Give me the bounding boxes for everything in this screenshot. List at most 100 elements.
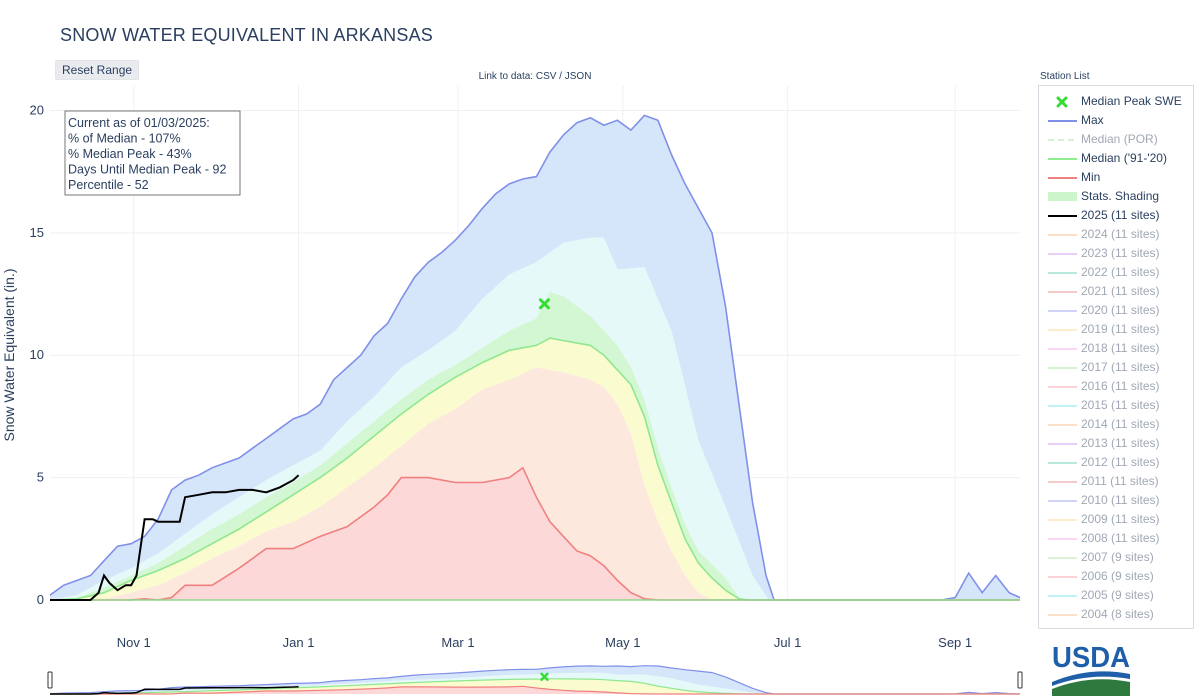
legend-item[interactable]: 2005 (9 sites) [1039,586,1193,605]
legend-item[interactable]: 2023 (11 sites) [1039,244,1193,263]
annotation-line: Current as of 01/03/2025: [68,116,210,130]
legend-label: 2007 (9 sites) [1081,550,1154,564]
legend-item[interactable]: 2010 (11 sites) [1039,491,1193,510]
slider-band-max [50,665,1020,694]
usda-logo-swoosh-lower [1052,679,1130,696]
axis-ticks: 0 5 10 15 20 Nov 1 Jan 1 Mar 1 May 1 Jul 1 Sep 1 [30,102,973,650]
band-max-90 [50,115,1020,601]
y-tick-label: 10 [30,347,44,362]
legend-symbol [1048,310,1077,312]
legend-item[interactable]: Median (POR) [1039,130,1193,149]
data-link-prefix: Link to data: [478,71,536,82]
x-tick-label: Sep 1 [938,635,972,650]
current-year-line [50,474,300,601]
legend-item[interactable]: 2013 (11 sites) [1039,434,1193,453]
legend-item[interactable]: 2016 (11 sites) [1039,377,1193,396]
legend-label: 2012 (11 sites) [1081,455,1160,469]
swe-chart[interactable]: 0 5 10 15 20 Nov 1 Jan 1 Mar 1 May 1 Jul 1 Sep 1 S… [0,0,1030,700]
y-tick-label: 0 [37,592,44,607]
legend-item[interactable]: Max [1039,111,1193,130]
usda-logo: USDA [1052,642,1130,696]
legend-item[interactable]: Median Peak SWE [1039,92,1193,111]
legend-label: 2020 (11 sites) [1081,303,1160,317]
legend-label: 2018 (11 sites) [1081,341,1160,355]
min-line [50,466,1020,601]
legend-fill-swatch [1048,192,1077,201]
legend-item[interactable]: Stats. Shading [1039,187,1193,206]
legend-symbol [1048,405,1077,407]
median-line [49,337,1020,601]
legend-symbol [1048,557,1077,559]
legend-item[interactable]: 2012 (11 sites) [1039,453,1193,472]
legend-item[interactable]: 2022 (11 sites) [1039,263,1193,282]
legend-item[interactable]: 2020 (11 sites) [1039,301,1193,320]
legend-item[interactable]: 2017 (11 sites) [1039,358,1193,377]
median-peak-marker [538,298,550,310]
legend-item[interactable]: Median ('91-'20) [1039,149,1193,168]
legend-label: 2024 (11 sites) [1081,227,1160,241]
legend-symbol [1048,367,1077,369]
legend-item[interactable]: 2004 (8 sites) [1039,605,1193,624]
legend: Median Peak SWE Max Median (POR) Median ('9… [1038,85,1194,629]
legend-item[interactable]: Min [1039,168,1193,187]
annotation-box [64,110,241,196]
data-link: Link to data: CSV / JSON [0,71,1070,82]
legend-symbol [1048,462,1077,464]
annotation-line: % Median Peak - 43% [68,147,192,161]
range-slider[interactable] [47,665,1023,695]
band-min-zero [50,467,1020,600]
legend-symbol [1048,614,1077,616]
legend-item[interactable]: 2019 (11 sites) [1039,320,1193,339]
legend-item[interactable]: 2021 (11 sites) [1039,282,1193,301]
max-line [49,114,1021,601]
legend-label: 2004 (8 sites) [1081,607,1154,621]
legend-symbol [1048,481,1077,483]
station-list-label: Station List [1040,71,1090,82]
legend-item[interactable]: 2009 (11 sites) [1039,510,1193,529]
legend-item[interactable]: 2008 (11 sites) [1039,529,1193,548]
legend-item[interactable]: 2024 (11 sites) [1039,225,1193,244]
legend-label: Median ('91-'20) [1081,151,1167,165]
csv-link[interactable]: CSV [535,71,557,82]
json-link[interactable]: JSON [564,71,592,82]
usda-logo-swoosh-upper [1052,671,1130,686]
legend-symbol [1048,291,1077,293]
legend-label: 2016 (11 sites) [1081,379,1160,393]
y-axis-label: Snow Water Equivalent (in.) [1,269,17,442]
legend-symbol [1048,234,1077,236]
legend-label: Median (POR) [1081,132,1158,146]
legend-item[interactable]: 2011 (11 sites) [1039,472,1193,491]
legend-label: 2025 (11 sites) [1081,208,1160,222]
band-30-min [50,367,1020,600]
reset-range-button[interactable]: Reset Range [55,60,140,80]
legend-symbol [1048,272,1077,274]
legend-label: 2023 (11 sites) [1081,246,1160,260]
slider-max-line [49,665,1021,695]
legend-item[interactable]: 2018 (11 sites) [1039,339,1193,358]
legend-item[interactable]: 2015 (11 sites) [1039,396,1193,415]
legend-item[interactable]: 2006 (9 sites) [1039,567,1193,586]
legend-label: 2014 (11 sites) [1081,417,1160,431]
x-tick-label: Jul 1 [774,635,801,650]
range-slider-left-handle[interactable] [47,671,53,689]
x-tick-label: Jan 1 [283,635,315,650]
slider-median-line [49,678,1020,695]
legend-label: 2011 (11 sites) [1081,474,1159,488]
legend-label: 2013 (11 sites) [1081,436,1160,450]
legend-symbol [1048,253,1077,255]
slider-band-min [50,686,1020,694]
legend-item[interactable]: 2025 (11 sites) [1039,206,1193,225]
legend-marker-glyph [1056,96,1068,108]
data-link-separator: / [556,71,565,82]
legend-label: 2017 (11 sites) [1081,360,1160,374]
legend-label: 2019 (11 sites) [1081,322,1160,336]
legend-label: 2022 (11 sites) [1081,265,1160,279]
legend-item[interactable]: 2014 (11 sites) [1039,415,1193,434]
legend-label: 2008 (11 sites) [1081,531,1160,545]
range-slider-right-handle[interactable] [1017,671,1023,689]
legend-label: Max [1081,113,1104,127]
legend-item[interactable]: 2007 (9 sites) [1039,548,1193,567]
x-tick-label: May 1 [605,635,640,650]
legend-symbol [1048,443,1077,445]
legend-symbol [1048,192,1077,201]
